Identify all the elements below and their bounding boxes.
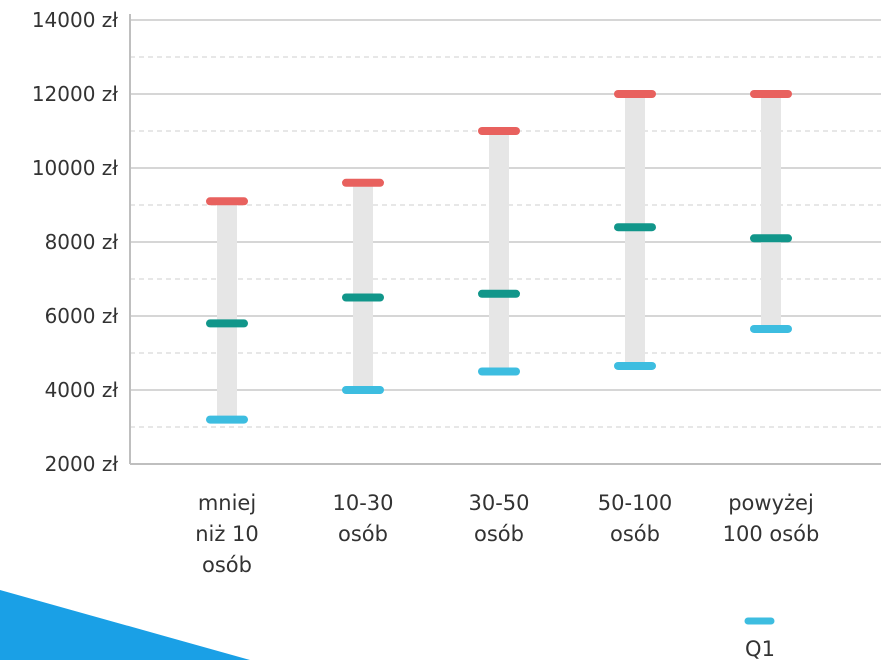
axes [129,14,881,465]
legend: Q1 [744,617,775,660]
range-bar [761,94,781,329]
range-bar [489,131,509,372]
y-tick-label: 6000 zł [45,304,119,328]
y-tick-label: 4000 zł [45,378,119,402]
y-tick-label: 8000 zł [45,230,119,254]
x-tick-label: mniej niż 10 osób [195,491,259,577]
legend-label-q1: Q1 [745,637,775,660]
y-tick-label: 12000 zł [32,82,118,106]
x-tick-label: powyżej 100 osób [723,491,820,546]
x-axis-labels: mniej niż 10 osób 10-30 osób 30-50 osób 50-100 o… [195,491,819,577]
y-tick-label: 10000 zł [32,156,118,180]
x-tick-label: 10-30 osób [332,491,393,546]
y-tick-label: 14000 zł [32,8,118,32]
x-tick-label: 30-50 osób [468,491,529,546]
range-bar [353,182,373,390]
range-bar [217,201,237,420]
x-tick-label: 50-100 osób [598,491,672,546]
y-tick-label: 2000 zł [45,452,119,476]
range-bars [217,94,781,420]
quartile-marks [206,90,792,424]
y-axis-ticks: 2000 zł 4000 zł 6000 zł 8000 zł 10000 zł 1200… [32,8,118,476]
corner-decoration [0,590,250,660]
